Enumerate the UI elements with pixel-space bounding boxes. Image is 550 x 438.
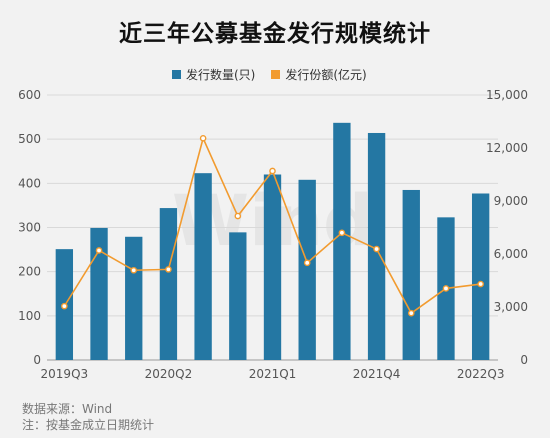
- line-point-2022Q2: [442, 285, 450, 292]
- line-point-2021Q1: [269, 167, 276, 175]
- y-right-tick-label: 0: [520, 353, 528, 367]
- line-point-2022Q3: [477, 280, 484, 288]
- bar-2022Q3: [471, 193, 490, 360]
- y-right-tick-label: 15,000: [486, 88, 528, 102]
- legend-label-line: 发行份额(亿元): [285, 68, 367, 82]
- legend-swatch-bar: [172, 70, 181, 79]
- y-left-tick-label: 500: [18, 132, 41, 146]
- line-point-2020Q2: [165, 266, 172, 273]
- y-right-tick-label: 12,000: [486, 141, 528, 155]
- bar-2021Q2: [298, 179, 316, 360]
- bar-2020Q4: [229, 232, 247, 360]
- bar-2022Q1: [402, 189, 420, 360]
- x-tick-label: 2019Q3: [41, 367, 89, 381]
- bar-2020Q3: [194, 173, 212, 360]
- bar-2019Q4: [90, 227, 108, 360]
- legend-item-bar: 发行数量(只): [172, 66, 255, 83]
- y-left-tick-label: 300: [18, 221, 41, 235]
- line-point-2020Q4: [234, 212, 242, 220]
- y-left-tick-label: 200: [18, 265, 41, 279]
- x-tick-label: 2022Q3: [457, 367, 505, 381]
- data-source-text: 数据来源：Wind: [22, 402, 113, 416]
- line-point-2019Q3: [61, 302, 68, 310]
- line-point-2022Q1: [407, 309, 415, 317]
- y-left-tick-label: 400: [18, 176, 41, 190]
- line-point-2021Q2: [303, 259, 311, 267]
- legend-swatch-line: [271, 70, 281, 79]
- x-tick-label: 2020Q2: [145, 367, 193, 381]
- line-point-2019Q4: [95, 247, 103, 254]
- chart-legend: 发行数量(只) 发行份额(亿元): [172, 66, 383, 83]
- bar-2020Q2: [159, 208, 178, 360]
- y-right-tick-label: 6,000: [494, 247, 528, 261]
- line-point-2020Q1: [130, 266, 138, 274]
- legend-label-bar: 发行数量(只): [186, 68, 256, 82]
- source-note: 数据来源：Wind 注：按基金成立日期统计: [22, 401, 154, 433]
- y-left-tick-label: 600: [18, 88, 41, 102]
- y-right-tick-label: 3,000: [494, 300, 528, 314]
- x-tick-label: 2021Q1: [249, 367, 297, 381]
- bar-2020Q1: [125, 236, 143, 360]
- y-right-tick-label: 9,000: [494, 194, 528, 208]
- y-left-tick-label: 100: [18, 309, 41, 323]
- bar-2021Q1: [263, 174, 282, 360]
- line-point-2021Q4: [373, 245, 380, 253]
- x-tick-label: 2021Q4: [353, 367, 401, 381]
- line-point-2021Q3: [338, 229, 346, 237]
- line-point-2020Q3: [199, 134, 207, 142]
- legend-item-line: 发行份额(亿元): [271, 66, 367, 83]
- footnote-text: 注：按基金成立日期统计: [22, 418, 155, 432]
- chart-title: 近三年公募基金发行规模统计: [119, 21, 431, 47]
- y-left-tick-label: 0: [33, 353, 41, 367]
- bar-2021Q3: [333, 122, 351, 360]
